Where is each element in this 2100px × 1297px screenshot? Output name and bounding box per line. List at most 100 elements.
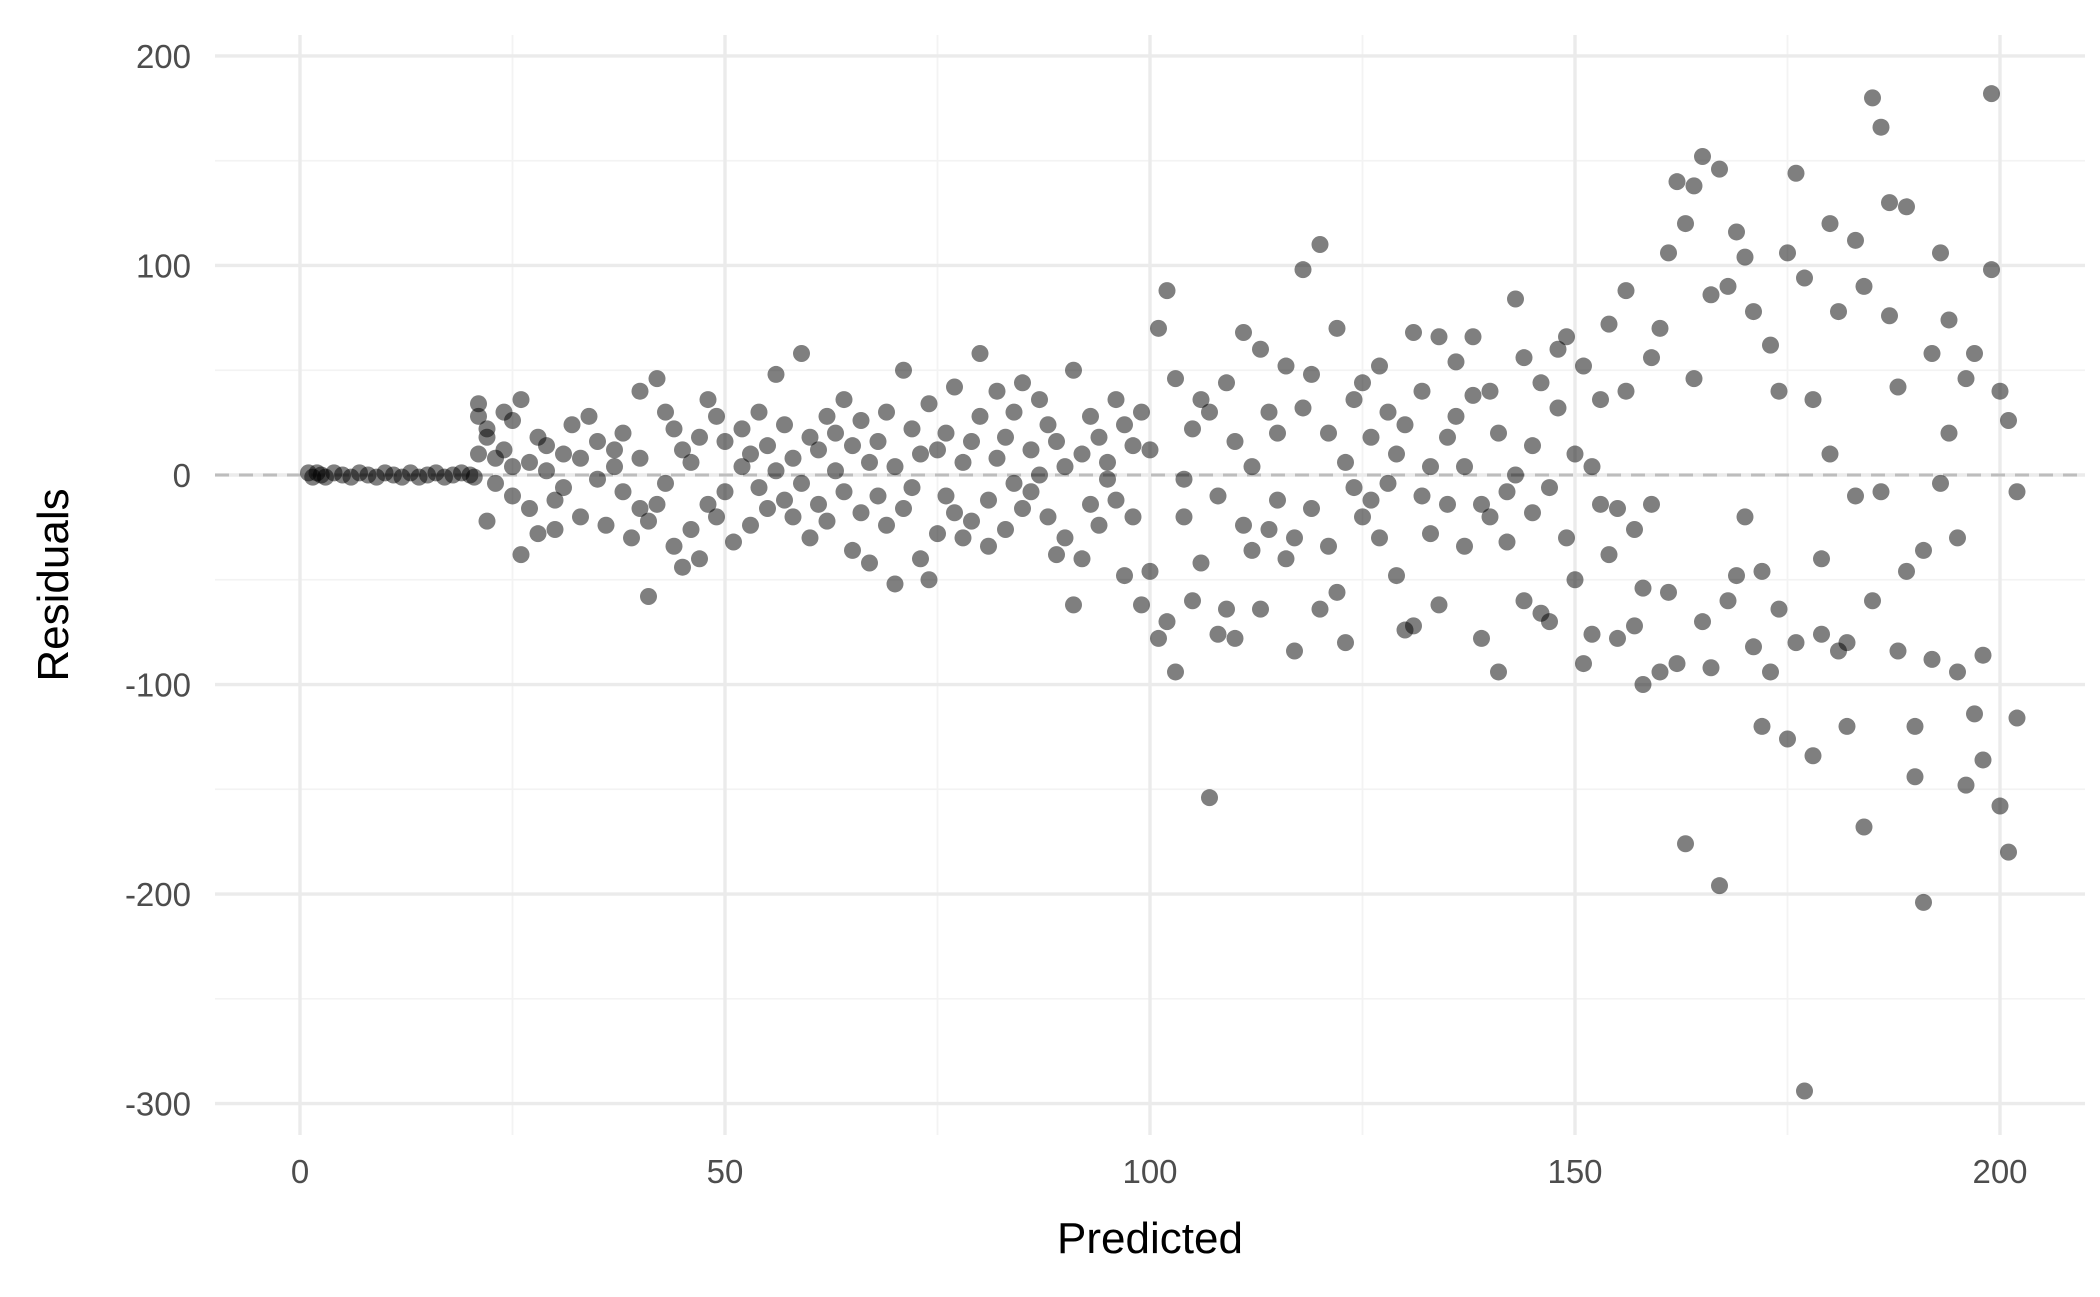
data-point — [1201, 403, 1218, 421]
data-point — [1685, 370, 1703, 388]
data-point — [597, 516, 615, 534]
data-point — [1779, 244, 1796, 262]
data-point — [1473, 495, 1490, 513]
data-point — [1804, 391, 1822, 409]
data-point — [708, 407, 725, 425]
data-point — [1005, 403, 1023, 421]
data-point — [1813, 550, 1830, 568]
data-point — [1745, 638, 1762, 656]
data-point — [1991, 382, 2009, 400]
data-point — [903, 420, 921, 438]
data-point — [1158, 282, 1176, 300]
data-point — [1507, 466, 1524, 484]
data-point — [844, 541, 861, 559]
data-point — [725, 533, 742, 551]
data-point — [487, 474, 504, 492]
data-point — [1592, 495, 1609, 513]
data-point — [1940, 424, 1958, 442]
data-point — [1082, 407, 1099, 425]
data-point — [1796, 269, 1813, 287]
data-point — [674, 441, 691, 459]
data-point — [1651, 319, 1669, 337]
data-point — [895, 361, 912, 379]
data-point — [895, 500, 912, 518]
data-point — [1048, 432, 1065, 450]
data-point — [1099, 453, 1116, 471]
data-point — [1991, 797, 2009, 815]
data-point — [1702, 659, 1720, 677]
data-point — [776, 491, 793, 509]
data-point — [776, 416, 793, 434]
data-point — [937, 424, 955, 442]
data-point — [555, 479, 572, 497]
data-point — [1923, 650, 1941, 668]
data-point — [716, 483, 734, 501]
data-point — [1107, 491, 1125, 509]
x-tick-label: 0 — [291, 1153, 309, 1190]
data-point — [1056, 458, 1074, 476]
data-point — [1915, 893, 1932, 911]
data-point — [1549, 399, 1567, 417]
data-point — [1065, 361, 1082, 379]
data-point — [878, 403, 895, 421]
data-point — [529, 525, 547, 543]
data-point — [1617, 282, 1635, 300]
data-point — [1371, 529, 1388, 547]
data-point — [886, 575, 904, 593]
data-point — [1447, 353, 1465, 371]
data-point — [1719, 277, 1737, 295]
data-point — [1456, 458, 1473, 476]
data-point — [1014, 500, 1031, 518]
data-point — [1804, 747, 1822, 765]
data-point — [1685, 177, 1703, 195]
data-point — [1881, 307, 1898, 325]
data-point — [869, 432, 887, 450]
data-point — [512, 546, 530, 564]
data-point — [759, 500, 776, 518]
data-point — [1345, 479, 1363, 497]
data-point — [614, 483, 632, 501]
data-point — [1158, 613, 1176, 631]
data-point — [699, 495, 717, 513]
y-tick-label: 0 — [173, 457, 191, 494]
data-point — [1864, 89, 1881, 107]
data-point — [1634, 579, 1652, 597]
data-point — [521, 500, 538, 518]
data-point — [733, 458, 751, 476]
data-point — [1133, 596, 1150, 614]
data-point — [954, 453, 972, 471]
data-point — [521, 453, 538, 471]
data-point — [631, 500, 649, 518]
data-point — [1260, 403, 1278, 421]
data-point — [784, 508, 802, 526]
data-point — [1252, 600, 1269, 618]
data-point — [1286, 642, 1303, 660]
data-point — [1558, 529, 1575, 547]
data-point — [1558, 328, 1575, 346]
data-point — [929, 525, 946, 543]
data-point — [886, 458, 904, 476]
data-points — [300, 85, 2026, 1100]
data-point — [1847, 231, 1864, 249]
data-point — [1983, 261, 2000, 279]
data-point — [750, 403, 768, 421]
data-point — [1677, 835, 1694, 853]
data-point — [1243, 541, 1261, 559]
data-point — [504, 458, 521, 476]
y-tick-label: 100 — [136, 247, 191, 284]
data-point — [1524, 504, 1541, 522]
x-tick-label: 50 — [707, 1153, 744, 1190]
data-point — [971, 344, 989, 362]
data-point — [1694, 148, 1711, 166]
data-point — [1515, 592, 1533, 610]
data-point — [963, 432, 980, 450]
data-point — [1090, 428, 1108, 446]
data-point — [1124, 508, 1142, 526]
data-point — [1490, 663, 1507, 681]
data-point — [1668, 655, 1686, 673]
data-point — [538, 437, 555, 455]
data-point — [793, 474, 810, 492]
data-point — [1294, 399, 1312, 417]
data-point — [1405, 617, 1422, 635]
